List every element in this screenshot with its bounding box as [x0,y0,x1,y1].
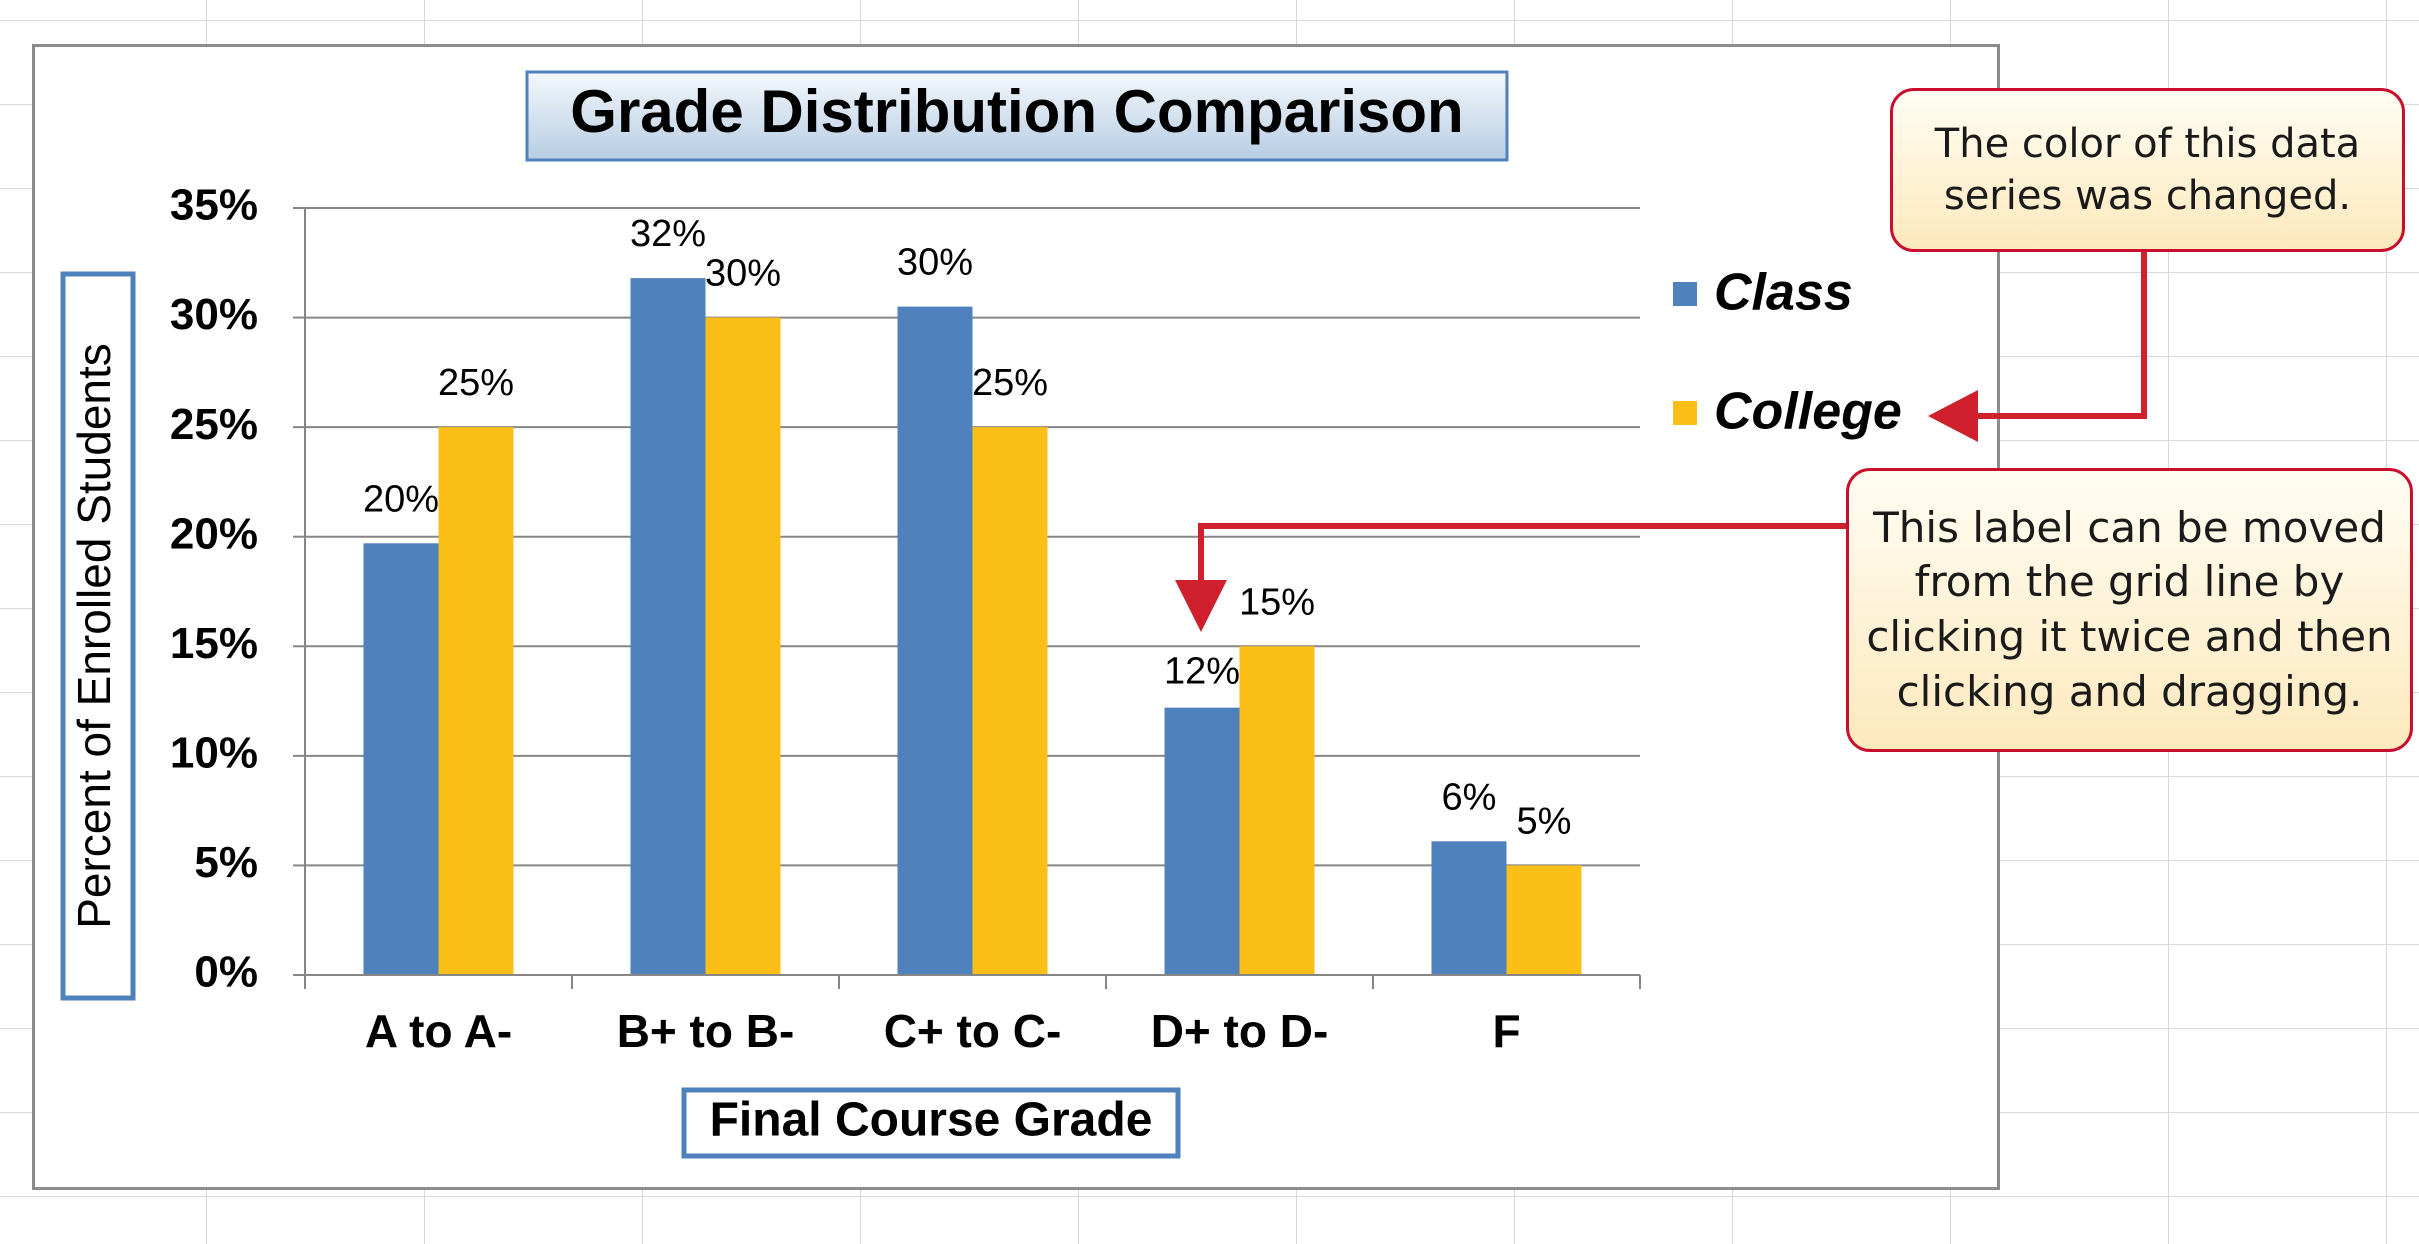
y-tick-label: 10% [170,728,258,777]
bar-class[interactable] [363,543,439,975]
y-tick-label: 15% [170,619,258,668]
y-tick-label: 20% [170,509,258,558]
y-tick-label: 30% [170,290,258,339]
y-tick-label: 25% [170,400,258,449]
axes: 0% 5% 10% 15% 20% 25% 30% 35% A to A- B+ to B- C+ … [170,181,1641,1057]
chart-title[interactable]: Grade Distribution Comparison [570,78,1463,145]
x-tick-label: F [1492,1005,1520,1057]
x-axis-title-frame [681,1087,1181,1159]
data-label[interactable]: 15% [1239,581,1315,623]
callout-series-color: The color of this data series was change… [1890,88,2405,252]
x-tick-label: B+ to B- [617,1005,795,1057]
x-axis-title[interactable]: Final Course Grade [710,1094,1153,1147]
data-label[interactable]: 32% [630,213,706,255]
callout-arrow-label [1175,523,1846,632]
data-label[interactable]: 20% [363,478,439,520]
x-tick-label: D+ to D- [1151,1005,1329,1057]
bar-college[interactable] [438,427,514,976]
bar-class[interactable] [897,306,973,976]
legend-label-college: College [1714,383,1902,441]
bar-college[interactable] [1506,865,1582,975]
data-labels: 20%25%32%30% 30%25%12%15%6%5% [363,213,1571,842]
data-label[interactable]: 25% [972,362,1048,404]
x-tick-label: A to A- [365,1005,512,1057]
y-tick-label: 35% [170,181,258,230]
y-tick-label: 5% [194,838,258,887]
data-label[interactable]: 30% [897,242,973,284]
bars [363,278,1582,976]
bar-class[interactable] [630,278,706,975]
callout-label-move: This label can be moved from the grid li… [1846,468,2413,752]
title-frame [525,70,1509,162]
data-label[interactable]: 25% [438,362,514,404]
y-axis-title-frame [60,271,136,1001]
bar-college[interactable] [972,427,1048,976]
legend-label-class: Class [1714,264,1853,322]
y-tick-label: 0% [194,948,258,997]
data-label[interactable]: 12% [1164,651,1240,693]
bar-college[interactable] [705,317,781,976]
legend-swatch-college [1673,401,1697,425]
callout-arrow-series [1928,252,2147,442]
bar-college[interactable] [1239,646,1315,975]
legend-swatch-class [1673,282,1697,306]
y-axis-title[interactable]: Percent of Enrolled Students [68,343,120,929]
data-label[interactable]: 30% [705,253,781,295]
x-tick-label: C+ to C- [884,1005,1062,1057]
data-label[interactable]: 5% [1517,800,1572,842]
legend[interactable]: Class College [1673,264,1902,441]
data-label[interactable]: 6% [1442,776,1497,818]
bar-class[interactable] [1431,841,1507,975]
bar-class[interactable] [1164,707,1240,975]
